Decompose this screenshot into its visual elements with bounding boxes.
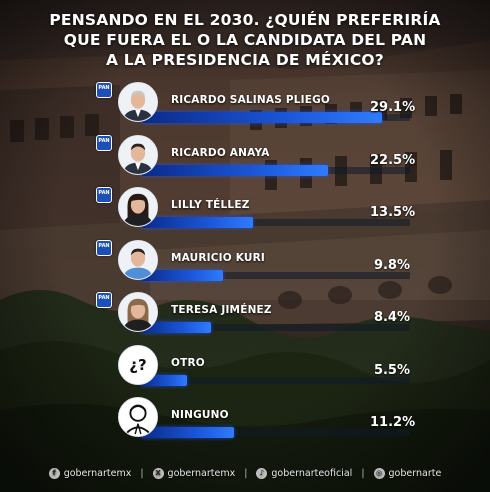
bar-mark: [142, 427, 234, 438]
bar-track: [142, 376, 410, 384]
person-outline-icon: [119, 398, 157, 436]
title-line: QUE FUERA EL O LA CANDIDATA DEL PAN: [63, 31, 427, 49]
bar-mark: [142, 164, 328, 176]
category-label: TERESA JIMÉNEZ: [171, 304, 272, 316]
footer-divider: |: [244, 467, 248, 479]
candidate-avatar: [118, 134, 158, 175]
value-label: 22.5%: [370, 152, 416, 168]
category-label: LILLY TÉLLEZ: [171, 199, 250, 211]
facebook-icon: f: [48, 467, 60, 479]
candidate-avatar: [118, 292, 158, 332]
value-label: 8.4%: [373, 310, 410, 325]
chart-row: PAN LILLY TÉLLEZ 13.5%: [0, 187, 490, 243]
question-mark-text: ¿?: [129, 355, 147, 374]
woman-light-hair: [119, 293, 157, 331]
chart-title: PENSANDO EN EL 2030. ¿QUIÉN PREFERIRÍA Q…: [20, 10, 470, 70]
bar-track: [142, 429, 410, 436]
category-label: RICARDO SALINAS PLIEGO: [171, 94, 331, 106]
candidate-avatar: [118, 82, 158, 122]
chart-row: PAN MAURICIO KURI 9.8%: [0, 239, 490, 296]
value-label: 13.5%: [370, 205, 416, 220]
pan-logo-badge: PAN: [96, 187, 112, 203]
title-line: A LA PRESIDENCIA DE MÉXICO?: [106, 51, 384, 69]
question-mark-icon: [119, 345, 157, 384]
pan-logo-badge: PAN: [96, 292, 112, 308]
chart-row: PAN TERESA JIMÉNEZ 8.4%: [0, 292, 490, 348]
bar-mark: [142, 112, 382, 123]
bar-mark: [142, 217, 253, 228]
instagram-handle: gobernarte: [388, 467, 442, 479]
chart-row: ¿? OTRO 5.5%: [0, 344, 490, 401]
candidate-avatar: [118, 187, 158, 227]
tiktok-handle: gobernarteoficial: [271, 467, 353, 479]
candidate-avatar: [118, 397, 158, 437]
man-dark-hair-suit: [119, 135, 157, 174]
chart-row: NINGUNO 11.2%: [0, 397, 490, 453]
pan-logo-badge: PAN: [96, 82, 112, 98]
footer-item-tiktok[interactable]: ♪ gobernarteoficial: [256, 467, 353, 479]
man-smiling-blue-shirt: [119, 240, 157, 279]
chart-row: PAN RICARDO SALINAS PLIEGO 29.1%: [0, 82, 490, 138]
chart-row: PAN RICARDO ANAYA 22.5%: [0, 134, 490, 191]
footer-item-x[interactable]: X gobernartemx: [152, 467, 236, 479]
candidate-avatar: [118, 239, 158, 280]
facebook-handle: gobernartemx: [63, 467, 132, 479]
value-label: 11.2%: [370, 415, 416, 430]
social-footer: f gobernartemx | X gobernartemx | ♪ gobe…: [0, 462, 490, 484]
bar-track: [142, 219, 410, 226]
value-label: 5.5%: [373, 362, 410, 378]
footer-divider: |: [140, 467, 144, 479]
pan-logo-badge: PAN: [96, 239, 112, 256]
bar-mark: [142, 322, 211, 333]
category-label: RICARDO ANAYA: [171, 146, 270, 159]
candidate-avatar: ¿?: [118, 344, 158, 385]
bar-mark: [142, 374, 187, 386]
title-line: PENSANDO EN EL 2030. ¿QUIÉN PREFERIRÍA: [49, 11, 441, 29]
pan-logo-badge: PAN: [96, 134, 112, 151]
footer-divider: |: [361, 467, 365, 479]
x-handle: gobernartemx: [167, 467, 236, 479]
category-label: MAURICIO KURI: [171, 251, 266, 264]
bar-mark: [142, 269, 223, 281]
x-icon: X: [152, 467, 164, 479]
bar-track: [142, 271, 410, 279]
instagram-icon: ◎: [373, 467, 385, 479]
category-label: NINGUNO: [171, 409, 229, 421]
footer-item-instagram[interactable]: ◎ gobernarte: [373, 467, 442, 479]
man-gray-hair-suit: [119, 83, 157, 121]
woman-long-dark-hair: [119, 188, 157, 226]
value-label: 29.1%: [370, 100, 416, 115]
tiktok-icon: ♪: [256, 467, 268, 479]
bar-track: [142, 324, 410, 331]
category-label: OTRO: [171, 356, 205, 369]
value-label: 9.8%: [373, 257, 410, 273]
footer-item-facebook[interactable]: f gobernartemx: [48, 467, 132, 479]
